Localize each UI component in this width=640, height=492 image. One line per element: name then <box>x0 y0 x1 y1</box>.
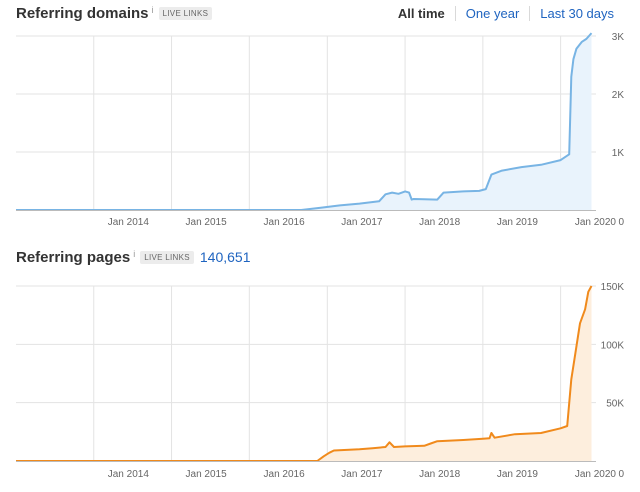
live-links-badge: LIVE LINKS <box>140 251 194 264</box>
y-tick-label: 50K <box>606 399 624 410</box>
series-area <box>16 286 592 461</box>
referring-pages-chart: 0 50K 100K 150K Jan 2014 Jan 2015 Jan 2016 Jan … <box>16 282 625 480</box>
x-tick-label: Jan 2020 <box>575 217 617 228</box>
x-tick-label: Jan 2017 <box>341 469 383 480</box>
tab-last-30-days[interactable]: Last 30 days <box>529 6 624 21</box>
pages-total: 140,651 <box>199 249 251 265</box>
domains-title: Referring domains <box>16 5 149 22</box>
tab-one-year[interactable]: One year <box>454 6 529 21</box>
time-range-tabs: All time One year Last 30 days <box>388 6 624 21</box>
x-tick-label: Jan 2019 <box>497 217 539 228</box>
info-icon[interactable]: i <box>151 5 154 15</box>
x-tick-label: Jan 2016 <box>264 469 306 480</box>
series-line <box>16 285 593 462</box>
y-tick-label: 1K <box>612 148 625 159</box>
x-tick-label: Jan 2018 <box>419 469 461 480</box>
y-tick-label: 0 <box>618 217 624 228</box>
live-links-badge: LIVE LINKS <box>158 7 213 20</box>
y-tick-label: 2K <box>612 90 625 101</box>
x-tick-label: Jan 2014 <box>108 469 150 480</box>
pages-title: Referring pages <box>16 249 131 266</box>
domains-title-row: Referring domains i LIVE LINKS <box>16 5 213 22</box>
y-tick-label: 0 <box>618 469 624 480</box>
pages-title-row: Referring pages i LIVE LINKS 140,651 <box>16 249 251 266</box>
x-tick-label: Jan 2014 <box>108 217 150 228</box>
x-tick-label: Jan 2017 <box>341 217 383 228</box>
x-tick-label: Jan 2016 <box>264 217 306 228</box>
x-tick-label: Jan 2018 <box>419 217 461 228</box>
tab-all-time[interactable]: All time <box>397 6 445 21</box>
referring-domains-chart: 0 1K 2K 3K Jan 2014 Jan 2015 Jan 2016 Jan 2017 J… <box>16 32 625 228</box>
series-line <box>16 32 593 211</box>
x-tick-label: Jan 2015 <box>186 469 228 480</box>
info-icon[interactable]: i <box>133 249 136 259</box>
x-tick-label: Jan 2020 <box>575 469 617 480</box>
x-tick-label: Jan 2015 <box>186 217 228 228</box>
y-tick-label: 3K <box>612 32 625 43</box>
series-area <box>16 33 592 210</box>
y-tick-label: 150K <box>601 282 625 293</box>
y-tick-label: 100K <box>601 340 625 351</box>
x-tick-label: Jan 2019 <box>497 469 539 480</box>
